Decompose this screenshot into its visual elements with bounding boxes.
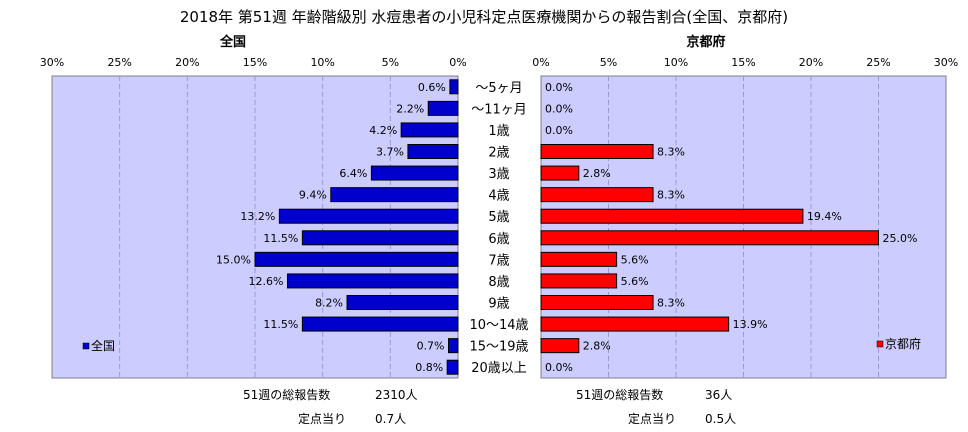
national-bar xyxy=(346,295,459,310)
kyoto-bar xyxy=(540,187,654,203)
kyoto-data-label: 0.0% xyxy=(545,81,573,94)
category-label: 8歳 xyxy=(488,275,509,290)
national-data-label: 12.6% xyxy=(249,275,284,288)
national-tick-label: 25% xyxy=(107,56,131,69)
kyoto-data-label: 2.8% xyxy=(583,340,611,353)
national-bar xyxy=(286,273,459,289)
kyoto-data-label: 0.0% xyxy=(545,361,573,374)
national-bar xyxy=(400,122,459,138)
kyoto-data-label: 0.0% xyxy=(545,124,573,137)
national-bar xyxy=(448,338,459,354)
kyoto-data-label: 8.3% xyxy=(657,146,685,159)
national-data-label: 11.5% xyxy=(263,318,298,331)
national-bar xyxy=(330,187,459,203)
category-label: ～11ヶ月 xyxy=(471,102,527,117)
national-bar xyxy=(301,316,459,332)
footer-kyoto-per-label: 定点当り xyxy=(628,412,677,426)
footer-national-total-label: 51週の総報告数 xyxy=(243,388,331,402)
national-tick-label: 0% xyxy=(449,56,466,69)
national-data-label: 9.4% xyxy=(299,189,327,202)
kyoto-tick-label: 5% xyxy=(600,56,617,69)
kyoto-tick-label: 30% xyxy=(934,56,958,69)
footer-national-total-value: 2310人 xyxy=(375,388,418,402)
kyoto-tick-label: 10% xyxy=(664,56,688,69)
kyoto-tick-label: 0% xyxy=(532,56,549,69)
national-tick-label: 10% xyxy=(310,56,334,69)
kyoto-data-label: 8.3% xyxy=(657,189,685,202)
category-label: 10～14歳 xyxy=(469,318,528,333)
national-data-label: 0.7% xyxy=(417,340,445,353)
category-label: 7歳 xyxy=(488,253,509,268)
national-bar xyxy=(301,230,459,246)
national-tick-label: 15% xyxy=(243,56,267,69)
national-data-label: 4.2% xyxy=(369,124,397,137)
national-data-label: 15.0% xyxy=(216,253,251,266)
national-bar xyxy=(427,100,459,116)
national-bar xyxy=(254,251,459,267)
national-panel-title: 全国 xyxy=(219,34,246,50)
kyoto-tick-label: 20% xyxy=(799,56,823,69)
kyoto-bar xyxy=(540,251,618,267)
national-data-label: 0.8% xyxy=(415,361,443,374)
national-bar xyxy=(370,165,459,181)
kyoto-data-label: 5.6% xyxy=(621,275,649,288)
category-label: 4歳 xyxy=(488,189,509,204)
national-bar xyxy=(407,144,459,159)
kyoto-data-label: 19.4% xyxy=(807,210,842,223)
national-bar xyxy=(446,359,459,375)
national-tick-label: 5% xyxy=(382,56,399,69)
national-bar xyxy=(278,208,459,224)
national-data-label: 3.7% xyxy=(376,146,404,159)
kyoto-data-label: 13.9% xyxy=(733,318,768,331)
kyoto-bar xyxy=(540,273,618,289)
footer-national-per-value: 0.7人 xyxy=(375,412,407,426)
footer-kyoto-per-value: 0.5人 xyxy=(705,412,737,426)
kyoto-tick-label: 15% xyxy=(731,56,755,69)
category-label: ～5ヶ月 xyxy=(475,81,522,96)
kyoto-tick-label: 25% xyxy=(866,56,890,69)
footer-national-per-label: 定点当り xyxy=(298,412,347,426)
kyoto-data-label: 25.0% xyxy=(883,232,918,245)
category-label: 20歳以上 xyxy=(471,361,527,376)
kyoto-panel-title: 京都府 xyxy=(686,34,725,50)
national-legend-label: 全国 xyxy=(91,338,115,353)
national-data-label: 8.2% xyxy=(315,297,343,310)
footer-kyoto-total-value: 36人 xyxy=(705,388,733,402)
category-label: 6歳 xyxy=(488,232,509,247)
kyoto-bar xyxy=(540,144,654,159)
category-label: 5歳 xyxy=(488,210,509,225)
kyoto-legend-swatch xyxy=(876,340,884,348)
national-tick-label: 30% xyxy=(40,56,64,69)
category-label: 3歳 xyxy=(488,167,509,182)
category-label: 15～19歳 xyxy=(469,340,528,355)
national-bar xyxy=(449,79,459,95)
footer-kyoto-total-label: 51週の総報告数 xyxy=(576,388,664,402)
kyoto-bar xyxy=(540,295,654,310)
kyoto-legend-label: 京都府 xyxy=(885,336,921,351)
category-label: 9歳 xyxy=(488,297,509,312)
kyoto-bar xyxy=(540,316,730,332)
national-tick-label: 20% xyxy=(175,56,199,69)
kyoto-data-label: 5.6% xyxy=(621,253,649,266)
kyoto-data-label: 8.3% xyxy=(657,297,685,310)
chart-title: 2018年 第51週 年齢階級別 水痘患者の小児科定点医療機関からの報告割合(全… xyxy=(179,8,789,26)
kyoto-bar xyxy=(540,338,580,354)
kyoto-bar xyxy=(540,230,879,246)
national-data-label: 13.2% xyxy=(240,210,275,223)
category-label: 2歳 xyxy=(488,146,509,161)
national-data-label: 11.5% xyxy=(263,232,298,245)
kyoto-bar xyxy=(540,165,580,181)
national-legend-swatch xyxy=(82,342,90,350)
national-data-label: 0.6% xyxy=(418,81,446,94)
national-data-label: 2.2% xyxy=(396,102,424,115)
kyoto-bar xyxy=(540,208,804,224)
national-data-label: 6.4% xyxy=(339,167,367,180)
category-label: 1歳 xyxy=(488,124,509,139)
kyoto-data-label: 2.8% xyxy=(583,167,611,180)
kyoto-data-label: 0.0% xyxy=(545,102,573,115)
